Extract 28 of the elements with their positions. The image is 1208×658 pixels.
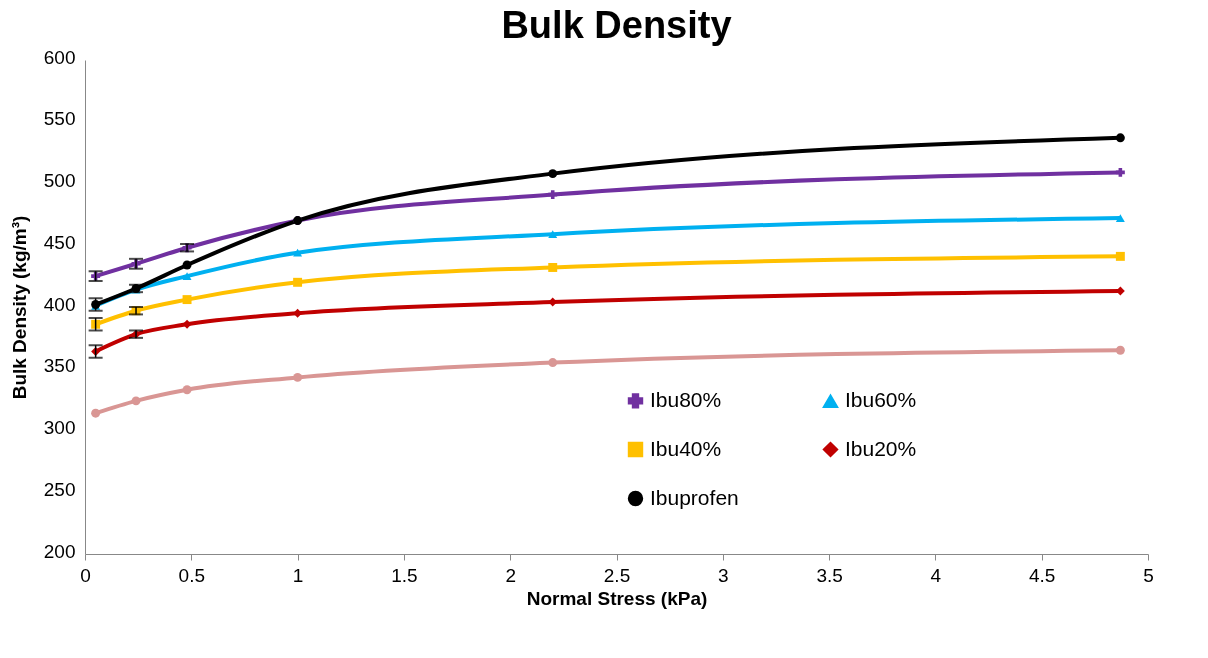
y-axis-title: Bulk Density (kg/m³) (8, 215, 30, 400)
x-tick-label: 2.5 (603, 564, 631, 586)
y-tick-label: 250 (43, 478, 76, 500)
x-tick-label: 4.5 (1028, 564, 1056, 586)
y-tick-label: 350 (43, 355, 76, 377)
legend-label: Ibu20% (845, 436, 917, 460)
x-tick-label: 1 (292, 564, 304, 586)
x-axis-title: Normal Stress (kPa) (526, 587, 708, 609)
legend-label: Ibu40% (650, 436, 722, 460)
x-tick-label: 2 (505, 564, 516, 586)
x-tick-label: 1.5 (391, 564, 418, 586)
x-tick-label: 5 (1143, 564, 1154, 586)
y-tick-label: 200 (43, 540, 76, 562)
x-tick-label: 0.5 (178, 564, 206, 586)
legend-label: Ibu60% (845, 388, 917, 412)
y-tick-label: 550 (43, 108, 76, 130)
y-tick-label: 300 (43, 417, 76, 438)
x-tick-label: 0 (80, 564, 91, 586)
legend-label: Ibuprofen (650, 485, 739, 509)
x-tick-label: 3 (718, 564, 729, 586)
y-tick-label: 400 (43, 293, 76, 315)
y-tick-label: 500 (43, 170, 76, 191)
y-tick-label: 600 (43, 46, 76, 68)
y-tick-label: 450 (43, 231, 76, 253)
x-tick-label: 3.5 (816, 564, 843, 586)
chart-title: Bulk Density (501, 4, 732, 46)
x-tick-label: 4 (930, 564, 942, 586)
legend-label: Ibu80% (650, 387, 722, 411)
